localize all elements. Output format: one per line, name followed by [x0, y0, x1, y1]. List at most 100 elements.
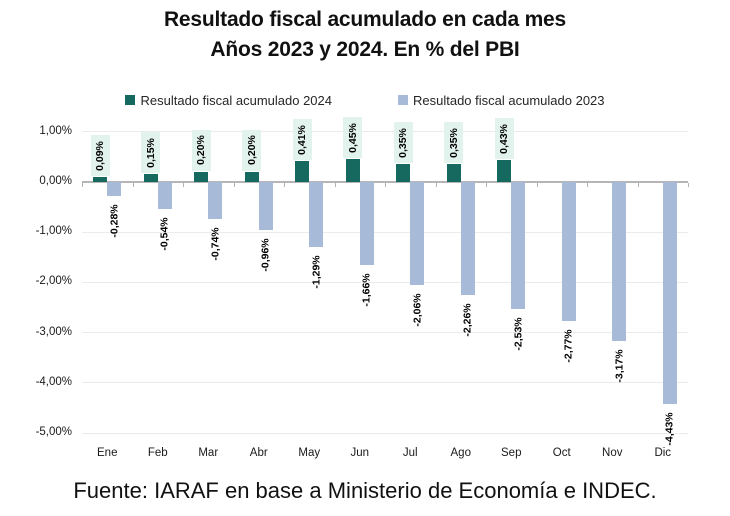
value-label-text: -2,26% [461, 303, 474, 338]
value-label-2024-mar: 0,20% [191, 129, 211, 171]
x-axis-label-may: May [298, 447, 321, 459]
value-label-2023-ene: -0,28% [105, 198, 123, 244]
value-label-text: -0,28% [108, 204, 121, 238]
value-label-2023-feb: -0,54% [156, 211, 174, 257]
legend-item-2024: Resultado fiscal acumulado 2024 [125, 93, 332, 108]
x-axis-label-oct: Oct [552, 447, 571, 459]
value-label-2023-mar: -0,74% [206, 221, 224, 267]
bar-2023-abr [258, 182, 273, 231]
axis-tick [435, 183, 437, 187]
y-axis-tick-label: -5,00% [35, 426, 72, 438]
value-label-2023-dic: -4,43% [661, 406, 679, 452]
axis-tick [334, 183, 336, 187]
value-label-2024-may: 0,41% [292, 119, 312, 161]
value-label-2023-abr: -0,96% [257, 232, 275, 278]
legend-label: Resultado fiscal acumulado 2024 [140, 92, 332, 108]
chart-legend: Resultado fiscal acumulado 2024 Resultado… [0, 91, 730, 109]
legend-swatch-icon [398, 95, 408, 105]
axis-tick [284, 183, 285, 187]
bar-2023-dic [662, 182, 677, 405]
x-axis-label-jun: Jun [350, 447, 370, 459]
chart-title: Resultado fiscal acumulado en cada mes A… [0, 5, 730, 65]
value-label-2023-oct: -2,77% [560, 323, 578, 369]
x-axis-label-sep: Sep [501, 447, 522, 459]
x-axis-label-feb: Feb [147, 447, 168, 459]
value-label-2024-ago: 0,35% [444, 122, 464, 164]
bar-2024-may [295, 161, 310, 182]
gridline [82, 332, 688, 334]
axis-tick [486, 183, 487, 187]
gridline [82, 231, 688, 233]
bar-2023-sep [511, 182, 526, 309]
value-label-2024-abr: 0,20% [242, 129, 262, 171]
value-label-text: -1,29% [310, 255, 323, 289]
chart-title-line2: Años 2023 y 2024. En % del PBI [210, 38, 520, 61]
value-label-text: 0,09% [94, 141, 107, 171]
value-label-2024-jul: 0,35% [393, 122, 413, 164]
axis-tick [183, 183, 184, 187]
value-label-text: -0,96% [259, 238, 272, 272]
x-axis-label-ene: Ene [97, 447, 118, 459]
value-label-2024-ene: 0,09% [90, 135, 110, 177]
value-label-text: -3,17% [613, 349, 626, 383]
value-label-2023-jun: -1,66% [358, 267, 376, 313]
value-label-text: -2,77% [562, 329, 575, 363]
value-label-text: 0,43% [498, 124, 511, 154]
x-axis-line [82, 181, 688, 183]
value-label-text: 0,35% [397, 128, 410, 158]
bar-2023-nov [612, 182, 627, 342]
axis-tick [637, 183, 639, 187]
y-axis-tick-label: -4,00% [35, 375, 72, 388]
bar-2024-sep [497, 160, 512, 182]
bar-2024-abr [244, 171, 259, 182]
bar-2024-feb [143, 174, 158, 182]
value-label-2023-jul: -2,06% [408, 287, 426, 333]
bar-2023-ago [460, 182, 475, 296]
value-label-text: 0,35% [447, 128, 460, 158]
axis-tick [233, 183, 235, 187]
bar-2024-ene [93, 177, 108, 182]
axis-tick [132, 183, 134, 187]
x-axis-label-nov: Nov [602, 447, 623, 459]
bar-2024-jun [345, 159, 360, 182]
source-note: Fuente: IARAF en base a Ministerio de Ec… [73, 478, 657, 503]
value-label-text: -2,06% [411, 293, 424, 328]
x-axis-label-jul: Jul [402, 447, 418, 459]
bar-2024-mar [194, 171, 209, 182]
axis-tick [385, 183, 386, 187]
bar-2023-jun [359, 182, 374, 266]
x-axis-label-mar: Mar [198, 447, 219, 459]
value-label-2024-sep: 0,43% [494, 118, 514, 160]
value-label-2023-ago: -2,26% [459, 297, 477, 343]
axis-tick [688, 183, 689, 187]
bar-2023-ene [107, 182, 122, 197]
chart-title-line1: Resultado fiscal acumulado en cada mes [163, 8, 567, 31]
value-label-text: -0,54% [158, 217, 171, 251]
y-axis-tick-label: 1,00% [39, 124, 72, 137]
bar-2023-may [309, 182, 324, 247]
bar-2024-ago [446, 164, 461, 182]
value-label-text: 0,15% [144, 138, 157, 168]
value-label-2023-may: -1,29% [307, 249, 325, 295]
value-label-text: -4,43% [663, 412, 676, 447]
x-axis-label-abr: Abr [249, 447, 268, 459]
value-label-2023-nov: -3,17% [610, 343, 628, 389]
gridline [82, 382, 688, 384]
y-axis-tick-label: 0,00% [39, 175, 72, 187]
value-label-2023-sep: -2,53% [509, 311, 527, 357]
legend-swatch-icon [125, 95, 136, 105]
gridline [82, 432, 688, 434]
axis-tick [536, 183, 538, 187]
y-axis-tick-label: -3,00% [35, 325, 72, 338]
bar-2023-feb [157, 182, 172, 210]
axis-tick [587, 183, 588, 187]
gridline [82, 281, 688, 283]
bar-2023-oct [561, 182, 576, 322]
value-label-text: 0,45% [346, 123, 359, 153]
y-axis-tick-label: -2,00% [35, 275, 72, 288]
value-label-text: -1,66% [360, 273, 373, 307]
y-axis-tick-label: -1,00% [35, 225, 72, 238]
gridline [82, 131, 688, 133]
